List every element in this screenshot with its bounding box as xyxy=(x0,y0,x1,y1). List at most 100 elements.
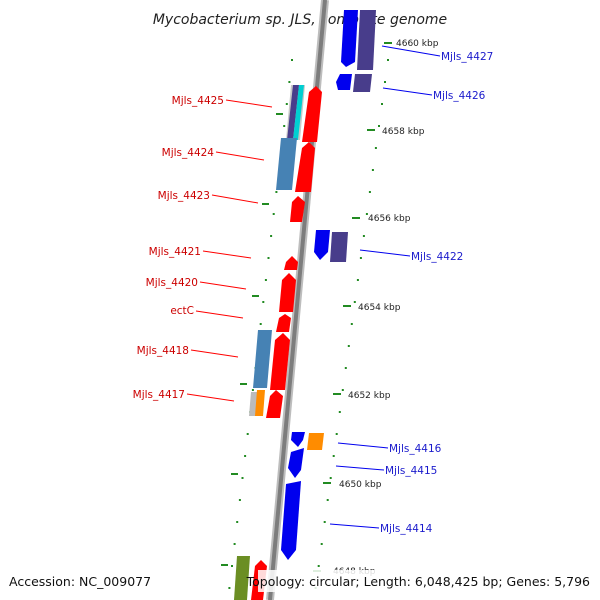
track-dot xyxy=(353,301,356,303)
label-leader xyxy=(225,99,273,108)
label-leader xyxy=(359,249,411,257)
gene-arrow-mjls-4426[interactable] xyxy=(336,74,352,90)
track-dot xyxy=(371,169,374,171)
track-dot xyxy=(320,543,323,545)
track-dot xyxy=(381,103,383,105)
track-dot xyxy=(291,59,293,61)
gene-label-mjls-4416[interactable]: Mjls_4416 xyxy=(389,443,442,455)
label-leader xyxy=(186,393,235,402)
gene-label-mjls-4425[interactable]: Mjls_4425 xyxy=(172,95,224,107)
gene-label-mjls-4423[interactable]: Mjls_4423 xyxy=(158,190,210,202)
track-dot xyxy=(326,499,329,501)
kbp-scale: 4660 kbp 4658 kbp 4656 kbp 4654 kbp 4652… xyxy=(313,39,439,577)
track-dot xyxy=(285,103,288,105)
feature-steelblue-4424[interactable] xyxy=(276,138,297,190)
forward-features xyxy=(281,10,376,560)
footer-right-bg xyxy=(258,570,600,592)
label-leader xyxy=(329,523,380,529)
gene-arrow-mjls-4414[interactable] xyxy=(281,481,301,560)
track-dot xyxy=(368,191,371,193)
feature-slate-4422[interactable] xyxy=(330,232,348,262)
track-dot xyxy=(275,191,278,193)
track-dot xyxy=(374,147,377,149)
kbp-label: 4652 kbp xyxy=(348,391,391,401)
gene-arrow-mjls-4417[interactable] xyxy=(266,390,283,418)
kbp-label: 4654 kbp xyxy=(358,303,401,313)
gene-label-ectc[interactable]: ectC xyxy=(170,305,194,317)
gene-label-mjls-4414[interactable]: Mjls_4414 xyxy=(380,523,433,535)
track-dot xyxy=(332,455,335,457)
gene-arrow-ectc[interactable] xyxy=(276,314,291,332)
feature-orange-4416[interactable] xyxy=(307,433,324,450)
track-dot xyxy=(233,543,236,545)
track-dot xyxy=(387,59,389,61)
label-leader xyxy=(381,45,441,57)
track-dot xyxy=(272,213,275,215)
track-dot xyxy=(323,521,326,523)
label-leader xyxy=(335,465,385,471)
gene-arrow-mjls-4422[interactable] xyxy=(314,230,330,260)
accession-text: Accession: NC_009077 xyxy=(9,574,151,589)
gene-label-mjls-4417[interactable]: Mjls_4417 xyxy=(133,389,185,401)
track-dot xyxy=(267,257,270,259)
label-leader xyxy=(199,281,247,290)
gene-label-mjls-4421[interactable]: Mjls_4421 xyxy=(149,246,201,258)
track-dot xyxy=(347,345,350,347)
gene-arrow-mjls-4418[interactable] xyxy=(270,333,290,390)
kbp-label: 4656 kbp xyxy=(368,214,411,224)
track-dot xyxy=(244,455,247,457)
gene-label-mjls-4415[interactable]: Mjls_4415 xyxy=(385,465,437,477)
track-dot xyxy=(288,81,291,83)
kbp-label: 4660 kbp xyxy=(396,39,439,49)
track-dot xyxy=(384,81,386,83)
gene-arrow-mjls-4416[interactable] xyxy=(291,432,305,447)
gene-arrow-mjls-4421[interactable] xyxy=(284,256,298,270)
gene-label-mjls-4422[interactable]: Mjls_4422 xyxy=(411,251,463,263)
gene-arrow-mjls-4420[interactable] xyxy=(279,273,296,312)
feature-olive-bottom[interactable] xyxy=(234,556,250,600)
track-dot xyxy=(246,433,249,435)
feature-slate-top[interactable] xyxy=(357,10,376,70)
track-dot xyxy=(341,389,344,391)
forward-gene-labels: Mjls_4427 Mjls_4426 Mjls_4422 Mjls_4416 … xyxy=(329,45,493,535)
track-dot xyxy=(329,477,332,479)
label-leader xyxy=(202,250,252,259)
gene-arrow-mjls-4415[interactable] xyxy=(288,448,304,478)
label-leader xyxy=(190,349,239,358)
track-dot xyxy=(238,499,241,501)
gene-label-mjls-4420[interactable]: Mjls_4420 xyxy=(146,277,198,289)
track-dot xyxy=(262,301,265,303)
gene-arrow-mjls-4424[interactable] xyxy=(295,142,315,192)
inner-track-ticks xyxy=(221,113,283,566)
map-title: Mycobacterium sp. JLS, complete genome xyxy=(153,12,447,28)
gene-arrow-mjls-4423[interactable] xyxy=(290,196,305,222)
gene-label-mjls-4424[interactable]: Mjls_4424 xyxy=(162,147,215,159)
track-dot xyxy=(283,125,286,127)
feature-orange-4417[interactable] xyxy=(255,390,265,416)
track-dot xyxy=(356,279,359,281)
track-dot xyxy=(228,587,231,589)
track-dot xyxy=(236,521,239,523)
track-dot xyxy=(350,323,353,325)
gene-arrow-mjls-4427[interactable] xyxy=(341,10,358,67)
track-dot xyxy=(231,565,233,567)
gene-label-mjls-4418[interactable]: Mjls_4418 xyxy=(137,345,189,357)
label-leader xyxy=(211,194,259,204)
track-dot xyxy=(338,411,341,413)
track-dot xyxy=(365,213,368,215)
gene-label-mjls-4427[interactable]: Mjls_4427 xyxy=(441,51,493,63)
gene-arrow-mjls-4425[interactable] xyxy=(302,86,322,142)
track-dot xyxy=(259,323,262,325)
feature-steelblue-4418[interactable] xyxy=(253,330,272,388)
track-dot xyxy=(362,235,365,237)
feature-cyan-4425[interactable] xyxy=(293,85,304,140)
feature-slate-4425[interactable] xyxy=(287,85,299,140)
track-dot xyxy=(344,367,347,369)
track-dot xyxy=(378,125,380,127)
label-leader xyxy=(195,310,244,319)
track-dot xyxy=(317,565,320,567)
feature-slate-4426[interactable] xyxy=(353,74,372,92)
track-dot xyxy=(335,433,338,435)
gene-label-mjls-4426[interactable]: Mjls_4426 xyxy=(433,90,486,102)
